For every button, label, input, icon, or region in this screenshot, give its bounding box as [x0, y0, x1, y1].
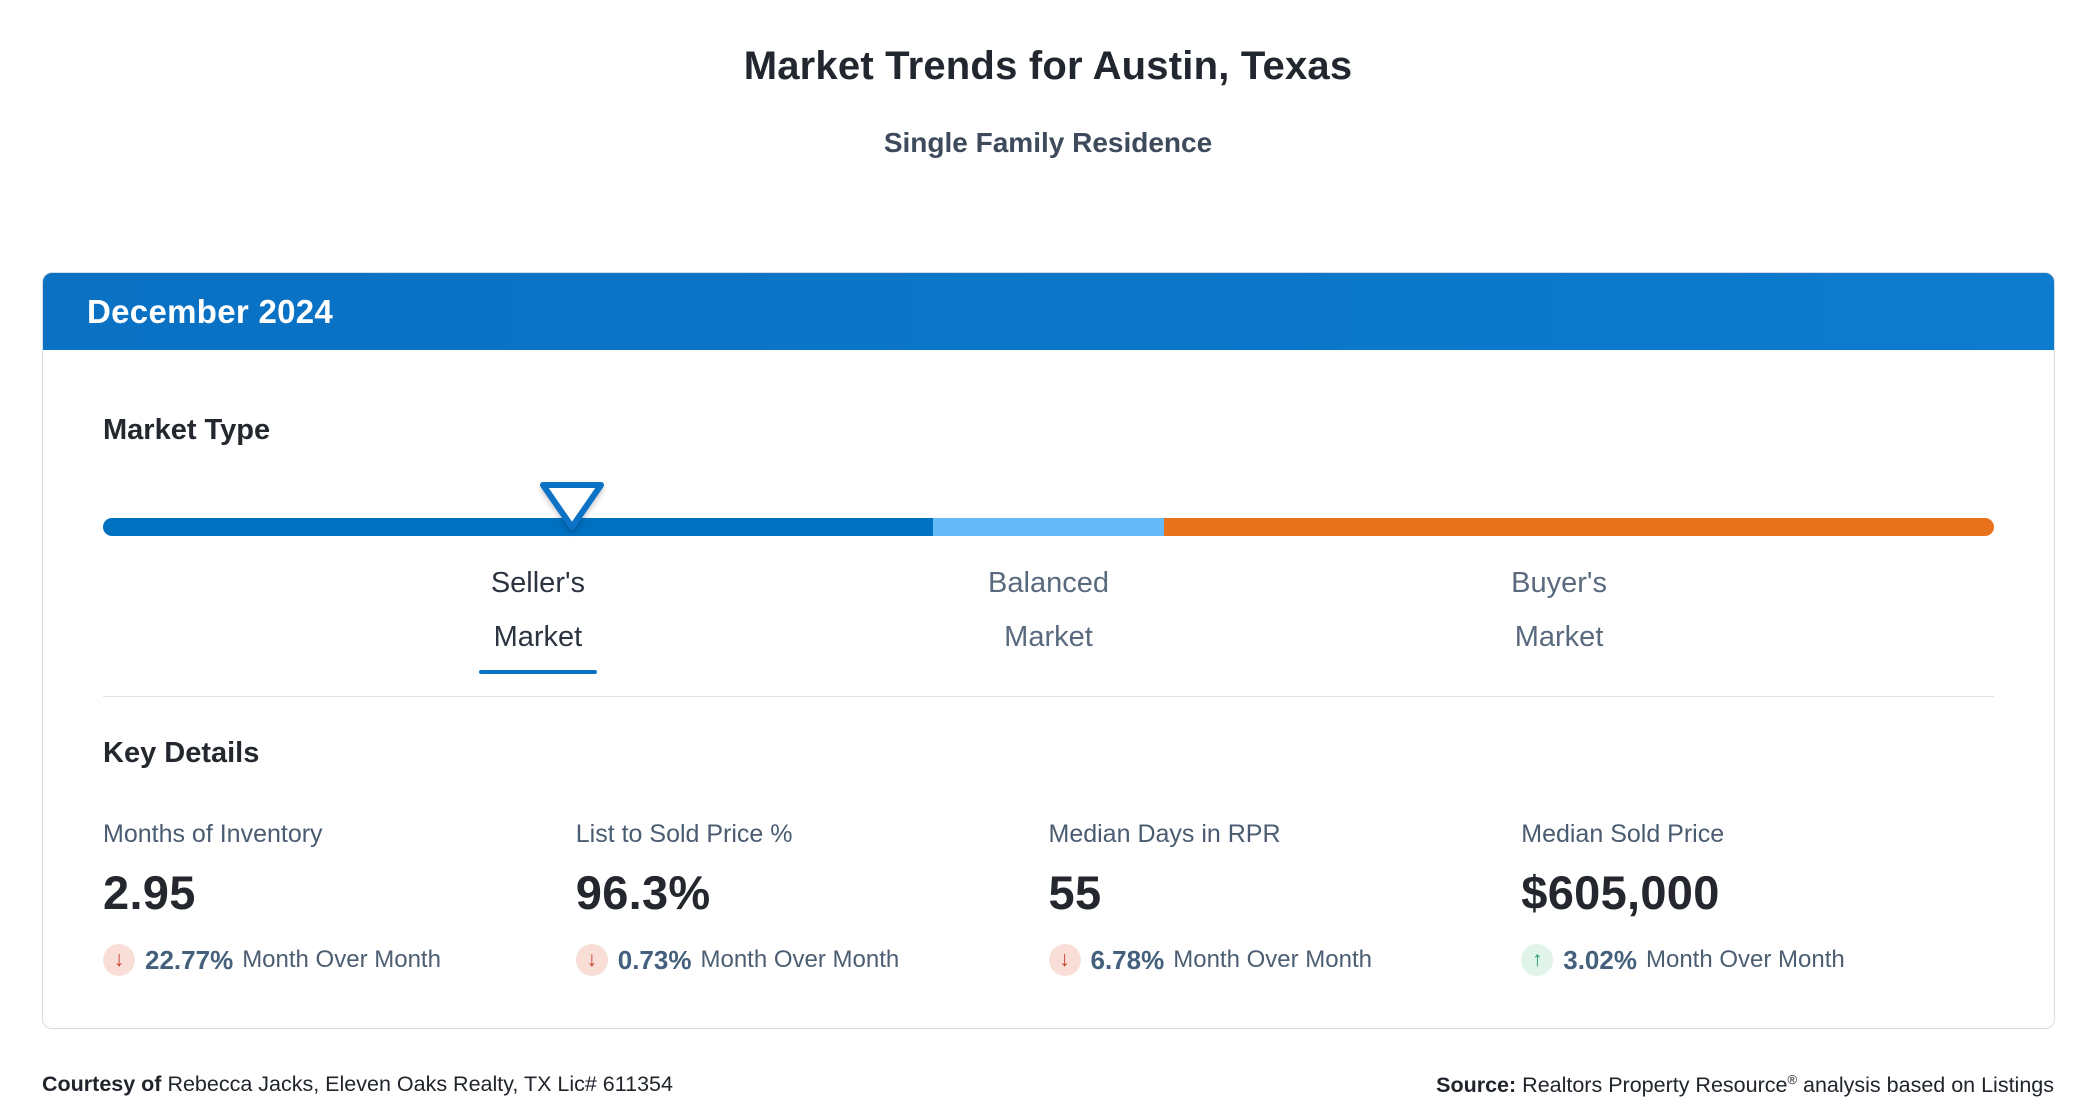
market-label-buyers[interactable]: Buyer's Market: [1511, 556, 1607, 664]
metric-median-days-in-rpr: Median Days in RPR 55 ↓ 6.78% Month Over…: [1048, 820, 1522, 976]
page: Market Trends for Austin, Texas Single F…: [0, 44, 2096, 1100]
active-market-underline: [478, 670, 597, 674]
metric-change: ↓ 6.78% Month Over Month: [1048, 944, 1522, 976]
metric-change-icon-3: ↑: [1521, 944, 1554, 976]
metric-change-pct: 22.77%: [145, 944, 234, 975]
metric-value: 96.3%: [575, 866, 711, 919]
market-bar-segment-1: [933, 518, 1164, 536]
market-label-line2: Market: [1514, 621, 1604, 653]
metric-change-pct: 3.02%: [1563, 944, 1637, 975]
key-details-heading: Key Details: [103, 737, 260, 769]
source-label: Source:: [1436, 1073, 1517, 1098]
courtesy-label: Courtesy of: [42, 1072, 162, 1096]
metric-median-sold-price: Median Sold Price $605,000 ↑ 3.02% Month…: [1521, 820, 1994, 976]
metric-change-period: Month Over Month: [1645, 946, 1845, 973]
market-bar: [103, 518, 1994, 536]
card-header: December 2024: [43, 273, 2054, 350]
metric-change-period: Month Over Month: [700, 946, 900, 973]
market-bar-segment-2: [1163, 518, 1994, 536]
metric-change-period: Month Over Month: [1173, 946, 1372, 973]
metric-months-of-inventory: Months of Inventory 2.95 ↓ 22.77% Month …: [103, 820, 576, 976]
market-label-line2: Market: [1004, 621, 1093, 653]
market-type-gauge: [103, 481, 1994, 536]
metric-value: 2.95: [103, 866, 196, 919]
key-details-metrics: Months of Inventory 2.95 ↓ 22.77% Month …: [103, 820, 1994, 976]
page-subtitle: Single Family Residence: [883, 127, 1213, 158]
market-label-line2: Market: [493, 621, 583, 653]
metric-label: List to Sold Price %: [575, 820, 793, 848]
market-bar-segment-0: [103, 518, 934, 536]
footer: Courtesy of Rebecca Jacks, Eleven Oaks R…: [0, 1072, 2096, 1098]
metric-change-icon-0: ↓: [103, 944, 135, 976]
metric-change: ↓ 22.77% Month Over Month: [103, 944, 576, 976]
market-label-line1: Balanced: [988, 567, 1109, 599]
source-text: Source: Realtors Property Resource® anal…: [1436, 1072, 2054, 1098]
page-title: Market Trends for Austin, Texas: [743, 44, 1353, 88]
metric-label: Median Sold Price: [1521, 820, 1725, 848]
metric-label: Months of Inventory: [103, 820, 323, 848]
card-body: Market Type Seller's Market: [43, 350, 2054, 976]
metric-change-icon-2: ↓: [1048, 944, 1081, 976]
market-label-sellers[interactable]: Seller's Market: [478, 556, 597, 674]
market-label-line1: Buyer's: [1511, 567, 1607, 599]
metric-change: ↓ 0.73% Month Over Month: [575, 944, 1049, 976]
section-divider: [103, 696, 1994, 697]
registered-mark: ®: [1787, 1072, 1798, 1087]
market-indicator-icon: [538, 481, 606, 531]
metric-change-period: Month Over Month: [242, 946, 441, 973]
metric-label: Median Days in RPR: [1048, 820, 1281, 848]
period-label: December 2024: [87, 292, 334, 330]
market-type-heading: Market Type: [103, 414, 271, 446]
metric-change-icon-1: ↓: [575, 944, 608, 976]
metric-value: 55: [1048, 866, 1102, 919]
metric-value: $605,000: [1521, 866, 1720, 919]
courtesy-text: Courtesy of Rebecca Jacks, Eleven Oaks R…: [42, 1072, 673, 1096]
market-label-line1: Seller's: [490, 567, 586, 599]
market-label-balanced[interactable]: Balanced Market: [988, 556, 1109, 664]
metric-change-pct: 6.78%: [1090, 944, 1165, 975]
market-trends-card: December 2024 Market Type Seller's: [42, 272, 2055, 1029]
metric-change: ↑ 3.02% Month Over Month: [1521, 944, 1994, 976]
metric-change-pct: 0.73%: [617, 944, 692, 975]
metric-list-to-sold-price: List to Sold Price % 96.3% ↓ 0.73% Month…: [575, 820, 1049, 976]
market-labels: Seller's Market Balanced Market Buyer's …: [103, 556, 1994, 684]
